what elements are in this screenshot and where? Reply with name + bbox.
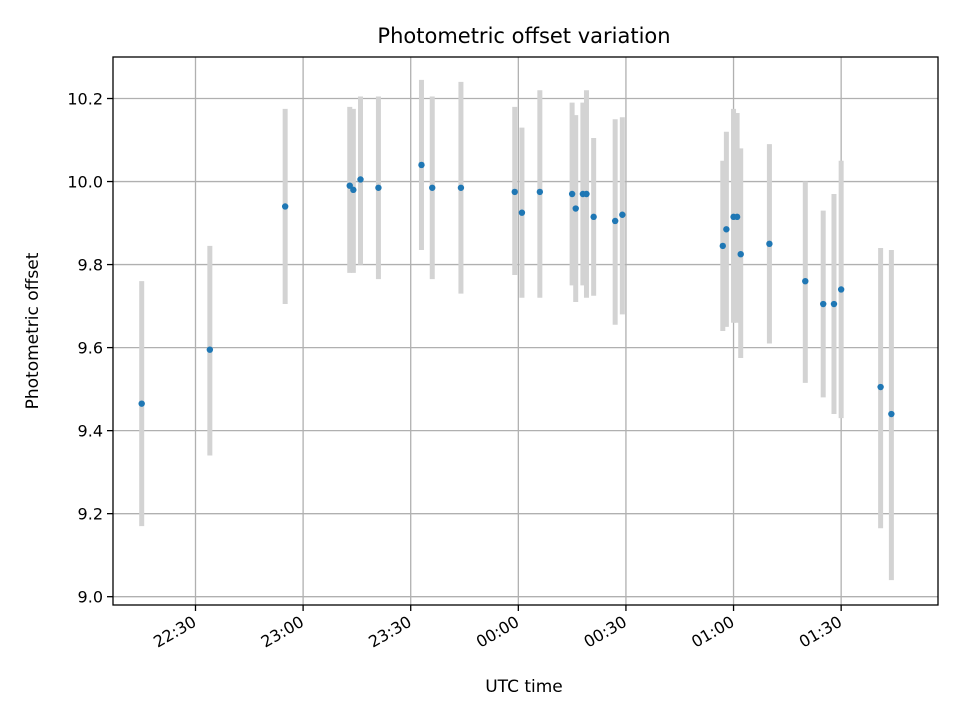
data-point [206, 346, 214, 353]
x-tick-label: 22:30 [150, 612, 199, 652]
data-point [733, 213, 741, 221]
data-point [837, 286, 845, 293]
data-points [138, 161, 895, 418]
data-point [357, 176, 364, 183]
data-point [511, 188, 518, 196]
data-point [138, 400, 145, 407]
data-point [281, 203, 289, 210]
x-axis-label: UTC time [485, 677, 563, 697]
y-tick-label: 9.0 [78, 588, 103, 607]
y-tick-label: 10.0 [67, 173, 103, 192]
data-point [418, 161, 425, 169]
data-point [830, 300, 838, 308]
data-point [590, 213, 597, 221]
y-tick-label: 10.2 [67, 90, 103, 109]
data-point [350, 186, 357, 194]
data-point [536, 188, 544, 196]
error-bars [139, 79, 894, 581]
x-tick-label: 23:00 [258, 612, 307, 652]
data-point [457, 184, 465, 191]
data-point [375, 184, 382, 191]
x-tick-label: 00:00 [473, 612, 522, 652]
y-tick-label: 9.4 [78, 422, 103, 441]
data-point [619, 211, 626, 218]
y-tick-label: 9.2 [78, 505, 103, 524]
grid [113, 57, 938, 605]
data-point [572, 205, 579, 212]
x-tick-label: 23:30 [365, 612, 414, 652]
data-point [766, 240, 773, 248]
plot-frame [112, 56, 939, 606]
x-axis-ticks: 22:30 23:00 23:30 00:00 00:30 01:00 01:30 [150, 605, 845, 652]
data-point [518, 209, 526, 216]
data-point [877, 383, 884, 391]
data-point [719, 242, 726, 250]
x-tick-label: 01:00 [688, 612, 737, 652]
y-axis-ticks: 9.0 9.2 9.4 9.6 9.8 10.0 10.2 [67, 90, 113, 607]
y-tick-label: 9.6 [78, 339, 103, 358]
chart-title: Photometric offset variation [377, 24, 670, 48]
data-point [429, 184, 436, 191]
y-axis-label: Photometric offset [23, 252, 43, 409]
data-point [346, 182, 353, 189]
data-point [888, 410, 895, 418]
data-point [820, 300, 827, 308]
data-point [583, 190, 590, 198]
y-tick-label: 9.8 [78, 256, 103, 275]
x-tick-label: 00:30 [581, 612, 630, 652]
data-point [802, 277, 809, 285]
x-tick-label: 01:30 [796, 612, 845, 652]
data-point [737, 250, 744, 258]
data-point [723, 226, 730, 233]
data-point [611, 217, 619, 225]
data-point [568, 190, 576, 198]
